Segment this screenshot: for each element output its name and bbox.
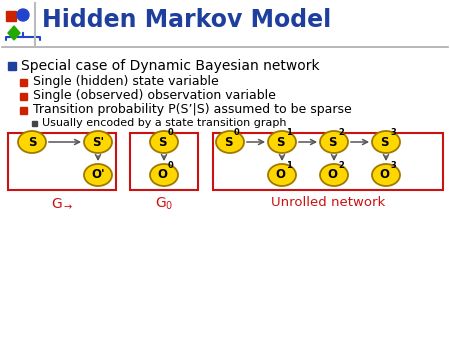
Bar	[8, 62, 16, 70]
Text: 1: 1	[286, 128, 292, 137]
Text: O: O	[275, 169, 285, 182]
Text: 3: 3	[390, 161, 396, 170]
Ellipse shape	[216, 131, 244, 153]
Circle shape	[17, 9, 29, 21]
Text: S: S	[276, 136, 284, 148]
Text: O: O	[327, 169, 337, 182]
Ellipse shape	[268, 164, 296, 186]
Ellipse shape	[150, 131, 178, 153]
Text: 0: 0	[234, 128, 240, 137]
Text: G$_0$: G$_0$	[155, 196, 173, 212]
Ellipse shape	[372, 164, 400, 186]
Text: 1: 1	[286, 161, 292, 170]
Text: S: S	[224, 136, 232, 148]
Bar	[20, 107, 27, 114]
Text: Single (hidden) state variable: Single (hidden) state variable	[33, 75, 219, 89]
Text: Single (observed) observation variable: Single (observed) observation variable	[33, 90, 276, 102]
Text: Hidden Markov Model: Hidden Markov Model	[42, 8, 331, 32]
Text: S: S	[380, 136, 388, 148]
Ellipse shape	[320, 164, 348, 186]
Text: Special case of Dynamic Bayesian network: Special case of Dynamic Bayesian network	[21, 59, 319, 73]
Text: S: S	[158, 136, 166, 148]
Bar	[6, 11, 16, 21]
Bar	[32, 121, 37, 126]
Bar	[20, 79, 27, 86]
Text: 2: 2	[338, 161, 344, 170]
Text: 2: 2	[338, 128, 344, 137]
Text: Usually encoded by a state transition graph: Usually encoded by a state transition gr…	[42, 118, 287, 128]
Text: 0: 0	[168, 161, 174, 170]
Text: O: O	[157, 169, 167, 182]
Text: S': S'	[92, 136, 104, 148]
Ellipse shape	[18, 131, 46, 153]
Ellipse shape	[320, 131, 348, 153]
Text: S: S	[28, 136, 36, 148]
Text: 3: 3	[390, 128, 396, 137]
Text: 0: 0	[168, 128, 174, 137]
Bar	[20, 93, 27, 100]
Ellipse shape	[84, 131, 112, 153]
Ellipse shape	[84, 164, 112, 186]
Text: O': O'	[91, 169, 105, 182]
Text: O: O	[379, 169, 389, 182]
Ellipse shape	[372, 131, 400, 153]
Text: Transition probability P(S’|S) assumed to be sparse: Transition probability P(S’|S) assumed t…	[33, 103, 352, 117]
Text: G$_{\rightarrow}$: G$_{\rightarrow}$	[51, 196, 73, 210]
Text: Unrolled network: Unrolled network	[271, 196, 385, 209]
Ellipse shape	[268, 131, 296, 153]
Polygon shape	[8, 26, 20, 40]
Ellipse shape	[150, 164, 178, 186]
Text: S: S	[328, 136, 336, 148]
